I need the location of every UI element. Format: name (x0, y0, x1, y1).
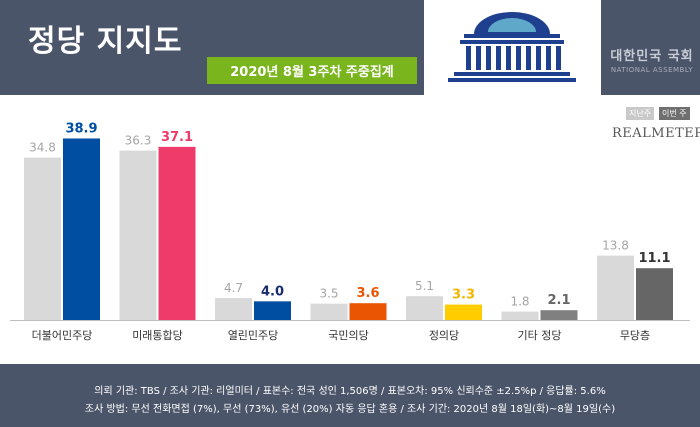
bar-prev-1 (119, 150, 157, 320)
category-label-1: 미래통합당 (132, 329, 183, 342)
value-label-prev-5: 1.8 (510, 295, 529, 309)
bar-curr-4 (445, 304, 482, 320)
value-label-curr-2: 4.0 (261, 284, 284, 299)
bar-curr-1 (158, 146, 196, 320)
value-label-curr-1: 37.1 (161, 130, 193, 145)
category-label-6: 무당층 (620, 329, 650, 342)
footer-line-2: 조사 방법: 무선 전화면접 (7%), 무선 (73%), 유선 (20%) … (84, 404, 616, 415)
category-label-5: 기타 정당 (518, 329, 562, 342)
bar-prev-5 (501, 311, 539, 320)
bar-curr-5 (540, 310, 578, 320)
bar-curr-6 (636, 268, 673, 320)
value-label-prev-4: 5.1 (415, 279, 434, 293)
value-label-curr-4: 3.3 (452, 288, 475, 303)
assembly-logo-text: 대한민국 국회 NATIONAL ASSEMBLY (604, 45, 700, 74)
bar-curr-3 (349, 303, 387, 320)
value-label-prev-0: 34.8 (29, 141, 56, 155)
party-support-bar-chart: 34.8 38.9 더불어민주당 36.3 37.1 미래통합당 4.7 4.0 열린민주당 3.… (10, 121, 690, 342)
survey-info-footer: 의뢰 기관: TBS / 조사 기관: 리얼미터 / 표본수: 전국 성인 1,… (0, 364, 700, 427)
bar-prev-0 (24, 157, 61, 320)
bar-prev-6 (597, 255, 634, 320)
value-label-prev-1: 36.3 (125, 134, 152, 148)
value-label-curr-0: 38.9 (65, 121, 97, 136)
category-label-2: 열린민주당 (228, 329, 279, 342)
bar-prev-2 (215, 298, 252, 320)
bar-prev-4 (406, 296, 443, 320)
footer-line-1: 의뢰 기관: TBS / 조사 기관: 리얼미터 / 표본수: 전국 성인 1,… (94, 386, 606, 397)
value-label-prev-3: 3.5 (319, 287, 338, 301)
assembly-name-english: NATIONAL ASSEMBLY (610, 66, 694, 74)
assembly-building-icon (424, 0, 601, 95)
legend-previous-week: 지난주 (626, 107, 655, 120)
value-label-prev-2: 4.7 (224, 281, 243, 295)
value-label-prev-6: 13.8 (602, 239, 629, 253)
realmeter-logo: REALMETER (612, 126, 700, 141)
survey-period-badge: 2020년 8월 3주차 주중집계 (207, 57, 417, 84)
value-label-curr-5: 2.1 (547, 293, 570, 308)
category-label-3: 국민의당 (328, 329, 368, 342)
value-label-curr-6: 11.1 (638, 251, 670, 266)
assembly-name-korean: 대한민국 국회 (610, 49, 694, 64)
bar-prev-3 (310, 303, 348, 320)
page-title: 정당 지지도 (28, 24, 183, 59)
category-label-0: 더불어민주당 (32, 329, 93, 342)
value-label-curr-3: 3.6 (356, 286, 379, 301)
bar-curr-0 (63, 138, 100, 320)
legend-current-week: 이번 주 (659, 107, 690, 120)
bar-curr-2 (254, 301, 291, 320)
category-label-4: 정의당 (429, 329, 459, 342)
